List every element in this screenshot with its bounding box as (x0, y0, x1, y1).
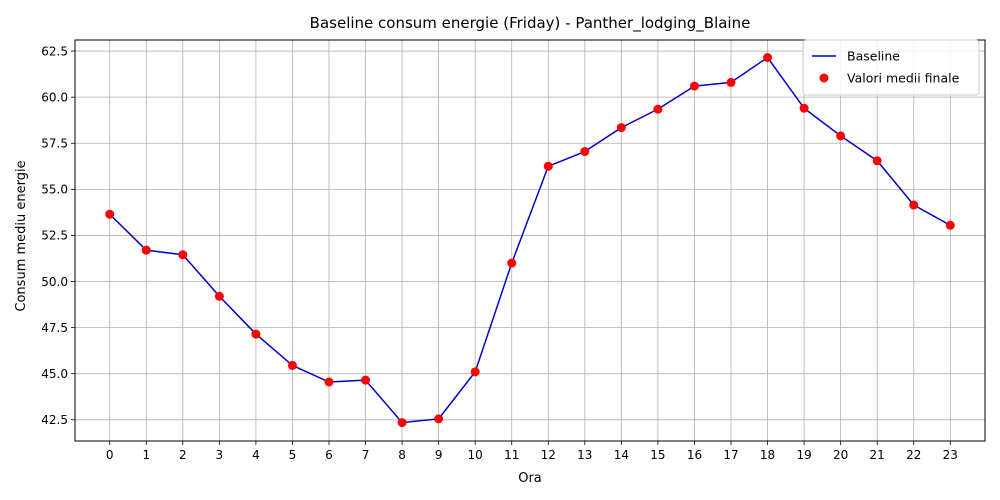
series-line-baseline (109, 56, 951, 424)
data-point (763, 53, 773, 63)
data-point (324, 377, 334, 387)
plot-frame (74, 39, 986, 442)
x-tick-label: 4 (252, 448, 260, 462)
x-tick-label: 10 (468, 448, 483, 462)
data-point (580, 147, 590, 157)
data-point (653, 104, 663, 114)
legend-baseline-label: Baseline (847, 49, 900, 64)
data-point (799, 103, 809, 113)
data-point (543, 161, 553, 171)
data-point (909, 200, 919, 210)
legend: Baseline Valori medii finale (802, 39, 980, 96)
x-tick-label: 9 (435, 448, 443, 462)
x-tick-label: 11 (504, 448, 519, 462)
x-tick-label: 0 (106, 448, 114, 462)
x-axis-ticks: 0 1 2 3 4 5 6 7 8 9 10 11 12 13 14 15 16 17 18 19 20 21 22 23 (106, 441, 958, 462)
x-tick-label: 23 (943, 448, 958, 462)
y-tick-label: 60.0 (41, 90, 68, 104)
legend-scatter-swatch (819, 73, 829, 83)
x-tick-label: 3 (216, 448, 224, 462)
data-point (945, 220, 955, 230)
x-tick-label: 21 (870, 448, 885, 462)
y-tick-label: 62.5 (41, 44, 68, 58)
data-point (470, 367, 480, 377)
y-tick-label: 42.5 (41, 413, 68, 427)
x-tick-label: 5 (289, 448, 297, 462)
x-tick-label: 19 (796, 448, 811, 462)
data-point (689, 81, 699, 91)
x-tick-label: 16 (687, 448, 702, 462)
data-point (251, 329, 261, 339)
data-point (105, 209, 115, 219)
data-point (287, 360, 297, 370)
x-tick-label: 12 (541, 448, 556, 462)
x-tick-label: 7 (362, 448, 370, 462)
x-tick-label: 1 (142, 448, 150, 462)
data-point (836, 131, 846, 141)
legend-box (802, 39, 980, 96)
data-point (872, 156, 882, 166)
y-tick-label: 50.0 (41, 275, 68, 289)
data-point (361, 375, 371, 385)
y-tick-label: 55.0 (41, 183, 68, 197)
x-tick-label: 22 (906, 448, 921, 462)
legend-scatter-label: Valori medii finale (847, 71, 960, 86)
data-point (507, 258, 517, 268)
series-layer (105, 53, 955, 428)
x-tick-label: 2 (179, 448, 187, 462)
y-tick-label: 47.5 (41, 321, 68, 335)
data-point (178, 250, 188, 260)
x-tick-label: 20 (833, 448, 848, 462)
x-tick-label: 8 (398, 448, 406, 462)
x-tick-label: 17 (723, 448, 738, 462)
data-point (214, 291, 224, 301)
x-axis-label: Ora (518, 471, 542, 486)
chart-title: Baseline consum energie (Friday) - Panth… (310, 14, 751, 33)
y-tick-label: 57.5 (41, 137, 68, 151)
x-tick-label: 13 (577, 448, 592, 462)
y-axis-label: Consum mediu energie (14, 160, 29, 311)
y-tick-label: 45.0 (41, 367, 68, 381)
data-point (397, 418, 407, 428)
data-point (616, 123, 626, 133)
x-tick-label: 14 (614, 448, 629, 462)
data-point (726, 77, 736, 87)
x-tick-label: 6 (325, 448, 333, 462)
x-tick-label: 15 (650, 448, 665, 462)
data-point (141, 245, 151, 255)
y-axis-ticks: 42.5 45.0 47.5 50.0 52.5 55.0 57.5 60.0 62.5 (41, 44, 75, 427)
x-tick-label: 18 (760, 448, 775, 462)
data-point (434, 414, 444, 424)
y-tick-label: 52.5 (41, 229, 68, 243)
